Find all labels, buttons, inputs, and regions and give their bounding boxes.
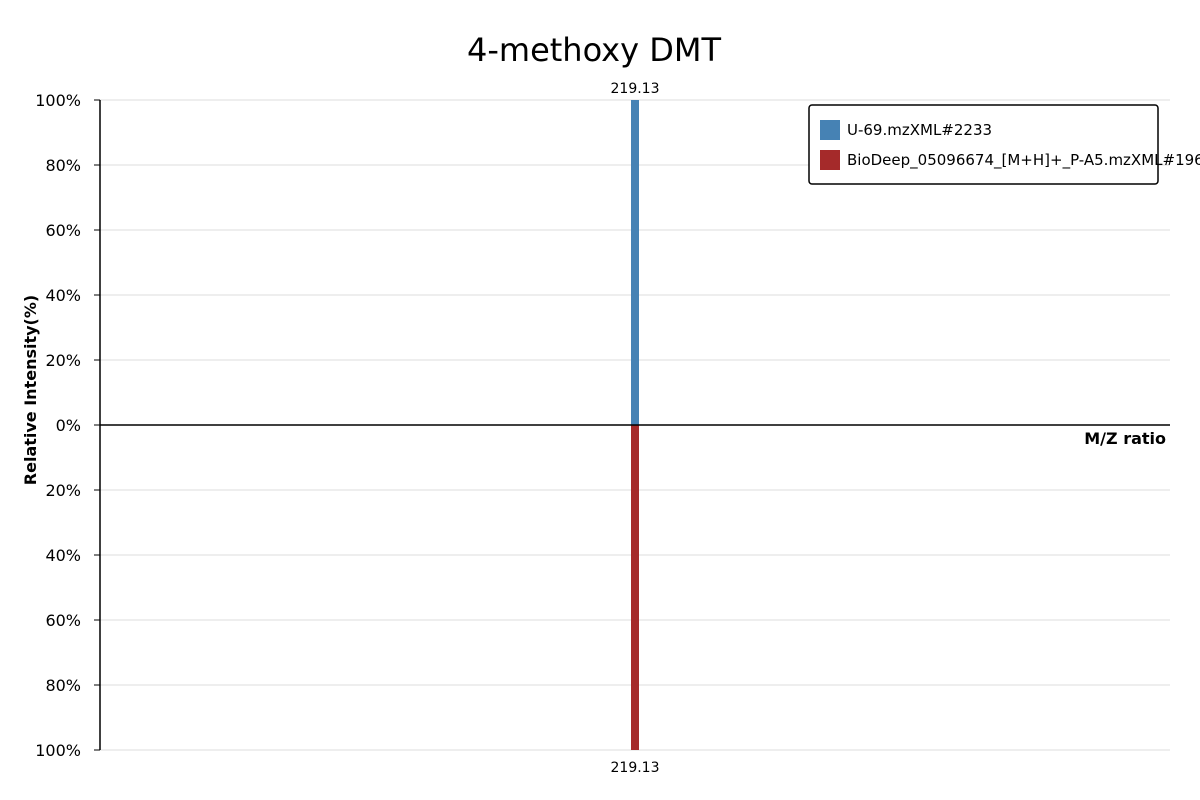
y-tick-label: 20% [45, 351, 81, 370]
peak-bar-series-2 [631, 425, 639, 750]
legend-swatch-series-2 [820, 150, 840, 170]
y-tick-label: 20% [45, 481, 81, 500]
legend-swatch-series-1 [820, 120, 840, 140]
y-tick-label: 60% [45, 221, 81, 240]
y-tick-label: 100% [35, 741, 81, 760]
y-tick-label: 0% [56, 416, 81, 435]
y-axis-title: Relative Intensity(%) [21, 295, 40, 485]
legend: U-69.mzXML#2233 BioDeep_05096674_[M+H]+_… [808, 104, 1200, 185]
y-tick-label: 60% [45, 611, 81, 630]
legend-label-series-1: U-69.mzXML#2233 [847, 121, 992, 139]
peak-label-series-2: 219.13 [611, 760, 660, 776]
chart-title: 4-methoxy DMT [467, 31, 721, 69]
y-tick-label: 40% [45, 546, 81, 565]
y-tick-label: 80% [45, 156, 81, 175]
legend-box [808, 104, 1159, 185]
y-axis-ticks: 100% 80% 60% 40% 20% 0% 20% 40% 60% 80% 100% [35, 91, 100, 760]
legend-label-series-2: BioDeep_05096674_[M+H]+_P-A5.mzXML#196 [847, 151, 1200, 170]
y-tick-label: 80% [45, 676, 81, 695]
peak-bar-series-1 [631, 100, 639, 425]
y-tick-label: 100% [35, 91, 81, 110]
x-axis-title: M/Z ratio [1084, 429, 1166, 448]
y-tick-label: 40% [45, 286, 81, 305]
peak-label-series-1: 219.13 [611, 81, 660, 97]
peaks: 219.13 219.13 [611, 81, 660, 776]
